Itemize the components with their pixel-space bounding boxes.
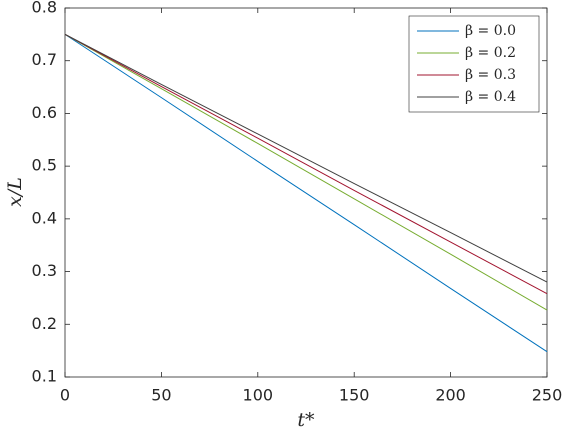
y-tick-label: 0.5 xyxy=(32,156,57,175)
x-tick-label: 200 xyxy=(435,386,466,405)
legend-label: β = 0.2 xyxy=(465,45,516,61)
y-axis-label: x/L xyxy=(4,177,26,207)
y-tick-label: 0.7 xyxy=(32,50,57,69)
y-tick-label: 0.1 xyxy=(32,367,57,386)
y-tick-label: 0.2 xyxy=(32,314,57,333)
legend-label: β = 0.0 xyxy=(465,23,516,39)
line-series xyxy=(64,33,548,295)
legend-box xyxy=(408,15,540,113)
x-axis-label: t* xyxy=(297,409,315,431)
line-series xyxy=(64,33,548,353)
y-tick-label: 0.8 xyxy=(32,0,57,17)
y-tick-label: 0.4 xyxy=(32,208,57,227)
legend-label: β = 0.4 xyxy=(465,89,516,105)
x-tick-label: 100 xyxy=(243,386,274,405)
line-series xyxy=(64,33,548,311)
legend-label: β = 0.3 xyxy=(465,67,516,83)
x-tick-label: 250 xyxy=(532,386,563,405)
y-tick-label: 0.3 xyxy=(32,261,57,280)
line-series xyxy=(64,33,548,283)
x-tick-label: 50 xyxy=(151,386,171,405)
x-tick-label: 150 xyxy=(339,386,370,405)
x-tick-label: 0 xyxy=(60,386,70,405)
y-tick-label: 0.6 xyxy=(32,103,57,122)
legend: β = 0.0 β = 0.2 β = 0.3 β = 0.4 xyxy=(408,15,540,113)
